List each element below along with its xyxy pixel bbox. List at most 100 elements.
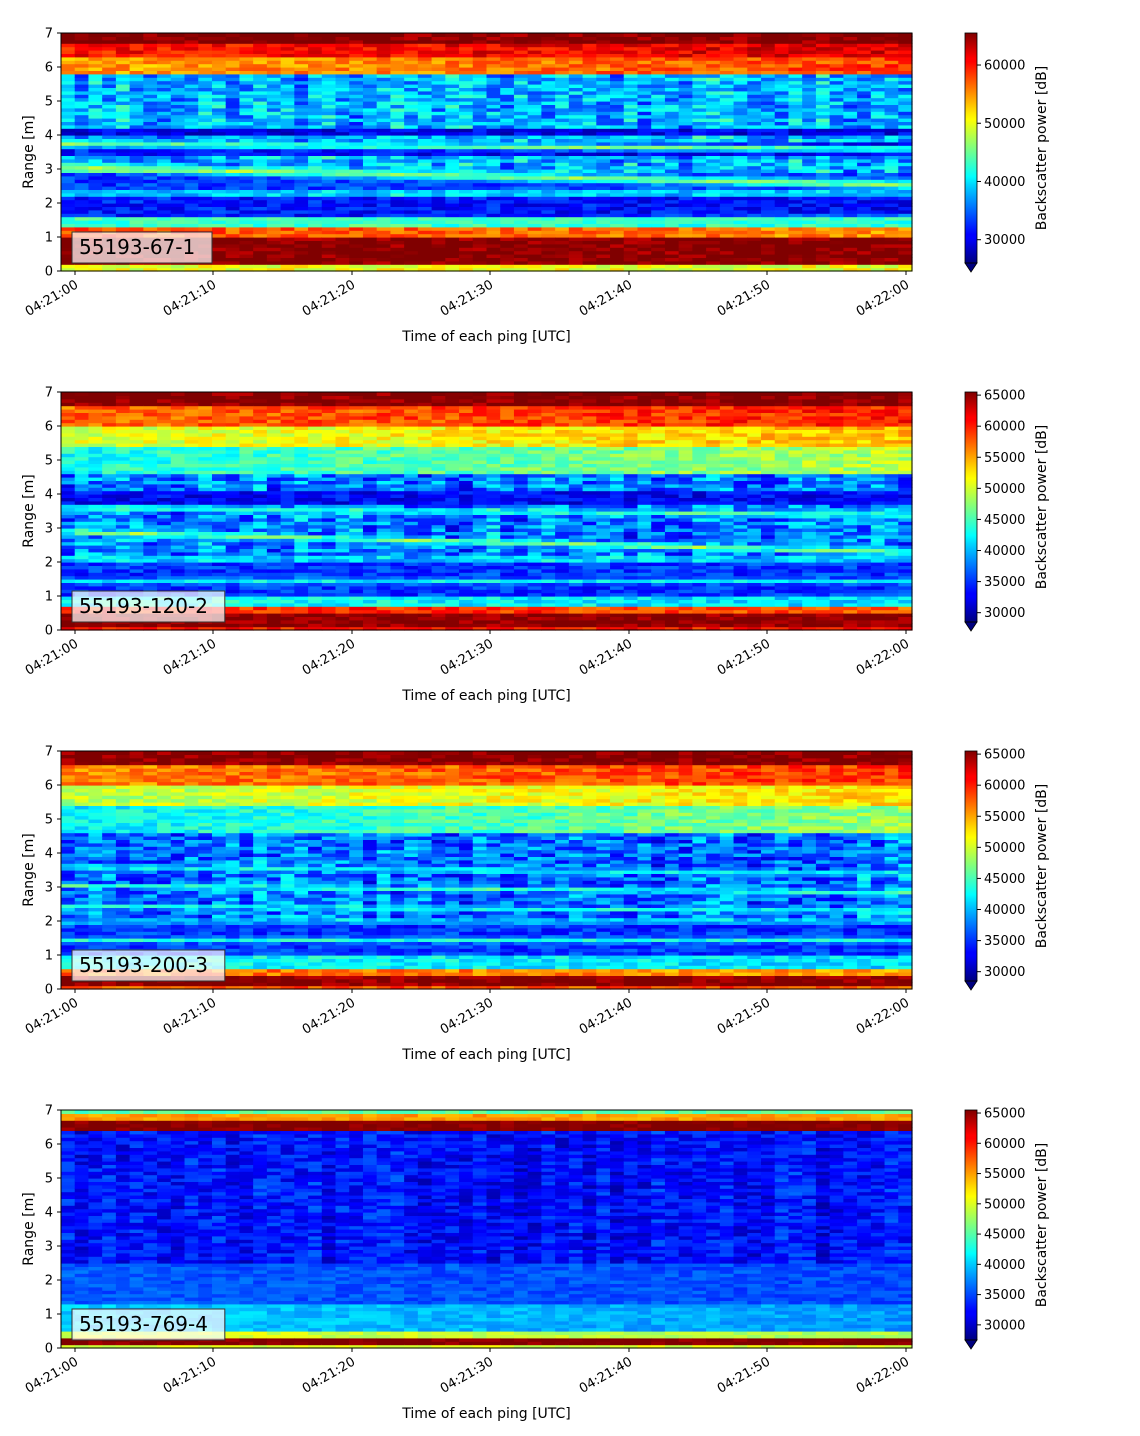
heatmap-cell	[706, 216, 721, 221]
heatmap-cell	[802, 165, 817, 170]
heatmap-cell	[829, 175, 844, 180]
x-tick-label: 04:21:30	[438, 277, 496, 319]
heatmap-cell	[61, 199, 76, 204]
heatmap-cell	[102, 131, 117, 136]
heatmap-cell	[362, 192, 378, 197]
heatmap-cell	[129, 226, 144, 231]
heatmap-cell	[321, 216, 337, 221]
heatmap-cell	[157, 192, 172, 197]
heatmap-cell	[308, 158, 323, 163]
heatmap-cell	[431, 182, 446, 187]
heatmap-cell	[431, 131, 446, 136]
heatmap-cell	[376, 199, 392, 204]
heatmap-cell	[788, 209, 803, 214]
heatmap-cell	[761, 233, 776, 238]
heatmap-cell	[637, 165, 652, 170]
heatmap-cell	[774, 243, 790, 248]
heatmap-cell	[431, 226, 446, 231]
x-tick-label: 04:21:40	[577, 277, 635, 319]
heatmap-cell	[88, 453, 103, 458]
heatmap-cell	[651, 243, 666, 248]
heatmap-cell	[802, 226, 817, 231]
heatmap-cell	[280, 148, 295, 153]
heatmap-cell	[74, 203, 90, 207]
heatmap-cell	[157, 436, 172, 441]
heatmap-cell	[362, 199, 378, 204]
heatmap-cell	[362, 216, 378, 221]
heatmap-cell	[404, 141, 419, 146]
heatmap-cell	[61, 182, 76, 187]
heatmap-cell	[102, 101, 117, 105]
heatmap-cell	[513, 141, 529, 146]
heatmap-cell	[362, 165, 378, 170]
heatmap-cell	[472, 192, 488, 197]
heatmap-cell	[747, 209, 762, 214]
heatmap-cell	[294, 192, 309, 197]
heatmap-cell	[747, 141, 762, 146]
heatmap-cell	[74, 158, 90, 163]
heatmap-cell	[129, 392, 144, 396]
heatmap-cell	[541, 250, 556, 255]
heatmap-cell	[637, 216, 652, 221]
heatmap-cell	[170, 33, 186, 37]
heatmap-cell	[211, 250, 227, 255]
heatmap-cell	[417, 182, 433, 187]
heatmap-cell	[74, 124, 90, 129]
heatmap-cell	[417, 250, 433, 255]
heatmap-cell	[541, 233, 556, 238]
heatmap-cell	[596, 148, 611, 153]
heatmap-cell	[623, 233, 639, 238]
heatmap-cell	[321, 209, 337, 214]
heatmap-cell	[815, 216, 831, 221]
heatmap-cell	[610, 250, 625, 255]
heatmap-cell	[74, 267, 90, 272]
heatmap-cell	[61, 101, 76, 105]
heatmap-cell	[870, 165, 886, 170]
heatmap-cell	[349, 165, 364, 170]
heatmap-cell	[541, 226, 556, 231]
heatmap-cell	[74, 392, 90, 396]
heatmap-cell	[623, 182, 639, 187]
heatmap-cell	[596, 192, 611, 197]
heatmap-cell	[253, 216, 268, 221]
heatmap-cell	[747, 182, 762, 187]
heatmap-cell	[102, 169, 117, 173]
heatmap-cell	[706, 141, 721, 146]
heatmap-cell	[788, 175, 803, 180]
heatmap-cell	[61, 165, 76, 170]
heatmap-cell	[74, 84, 90, 88]
heatmap-cell	[266, 131, 282, 136]
heatmap-cell	[129, 33, 144, 37]
heatmap-cell	[61, 84, 76, 88]
heatmap-cell	[143, 453, 158, 458]
heatmap-cell	[88, 192, 103, 197]
heatmap-cell	[857, 33, 872, 37]
heatmap-cell	[74, 128, 90, 133]
heatmap-cell	[664, 141, 680, 146]
heatmap-cell	[157, 148, 172, 153]
heatmap-cell	[417, 131, 433, 136]
heatmap-cell	[692, 33, 707, 37]
heatmap-cell	[774, 165, 790, 170]
heatmap-cell	[335, 264, 350, 269]
heatmap-cell	[349, 216, 364, 221]
heatmap-cell	[417, 175, 433, 180]
heatmap-cell	[211, 131, 227, 136]
heatmap-cell	[527, 216, 543, 221]
heatmap-cell	[829, 192, 844, 197]
heatmap-cell	[747, 158, 762, 163]
heatmap-cell	[115, 73, 131, 78]
heatmap-cell	[102, 152, 117, 156]
heatmap-cell	[555, 192, 570, 197]
heatmap-cell	[102, 487, 117, 492]
heatmap-cell	[445, 182, 460, 187]
heatmap-cell	[88, 419, 103, 424]
heatmap-cell	[61, 67, 76, 71]
heatmap-cell	[157, 470, 172, 475]
heatmap-cell	[102, 43, 117, 48]
heatmap-cell	[266, 158, 282, 163]
heatmap-cell	[390, 233, 405, 238]
heatmap-cell	[733, 264, 748, 269]
heatmap-cell	[761, 33, 776, 37]
heatmap-cell	[225, 182, 241, 187]
